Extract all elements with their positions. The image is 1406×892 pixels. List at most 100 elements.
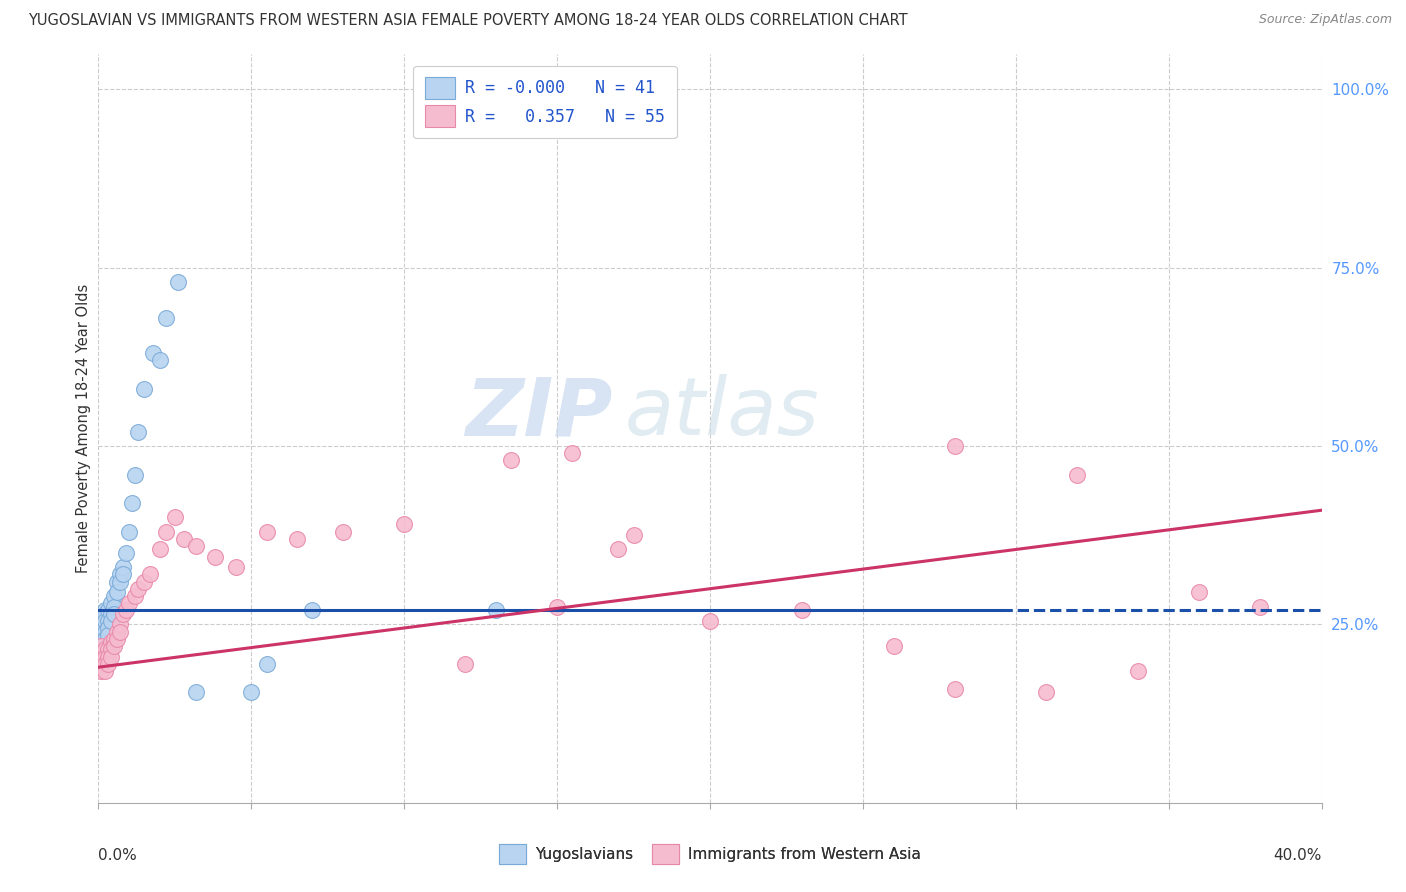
Point: [103, 607, 125, 621]
Point: [943, 681, 966, 696]
Text: YUGOSLAVIAN VS IMMIGRANTS FROM WESTERN ASIA FEMALE POVERTY AMONG 18-24 YEAR OLDS: YUGOSLAVIAN VS IMMIGRANTS FROM WESTERN A…: [28, 13, 908, 29]
Point: [149, 353, 172, 368]
Point: [93, 642, 115, 657]
Point: [485, 603, 508, 617]
Point: [100, 642, 122, 657]
Point: [93, 664, 115, 678]
Point: [108, 624, 131, 639]
Point: [883, 639, 905, 653]
Point: [97, 642, 120, 657]
Point: [127, 582, 149, 596]
Point: [100, 607, 122, 621]
Text: atlas: atlas: [624, 374, 820, 452]
Point: [139, 567, 162, 582]
Legend: Yugoslavians, Immigrants from Western Asia: Yugoslavians, Immigrants from Western As…: [492, 838, 928, 870]
Point: [97, 621, 120, 635]
Point: [124, 467, 146, 482]
Point: [501, 453, 523, 467]
Y-axis label: Female Poverty Among 18-24 Year Olds: Female Poverty Among 18-24 Year Olds: [76, 284, 91, 573]
Point: [93, 649, 115, 664]
Point: [90, 639, 112, 653]
Point: [93, 624, 115, 639]
Point: [301, 603, 323, 617]
Point: [454, 657, 477, 671]
Text: ZIP: ZIP: [465, 374, 612, 452]
Point: [90, 657, 112, 671]
Point: [93, 632, 115, 646]
Point: [623, 528, 645, 542]
Point: [256, 657, 278, 671]
Point: [111, 567, 134, 582]
Point: [118, 524, 141, 539]
Point: [97, 657, 120, 671]
Point: [100, 649, 122, 664]
Point: [90, 653, 112, 667]
Point: [100, 614, 122, 628]
Point: [546, 599, 568, 614]
Point: [155, 524, 177, 539]
Point: [103, 632, 125, 646]
Point: [90, 639, 112, 653]
Point: [121, 496, 143, 510]
Point: [108, 574, 131, 589]
Point: [97, 649, 120, 664]
Point: [108, 617, 131, 632]
Point: [103, 639, 125, 653]
Point: [134, 382, 156, 396]
Point: [1249, 599, 1271, 614]
Point: [118, 596, 141, 610]
Point: [163, 510, 186, 524]
Point: [97, 628, 120, 642]
Point: [115, 603, 138, 617]
Point: [90, 632, 112, 646]
Point: [108, 567, 131, 582]
Point: [149, 542, 172, 557]
Point: [93, 603, 115, 617]
Point: [699, 614, 721, 628]
Point: [93, 607, 115, 621]
Point: [93, 657, 115, 671]
Point: [97, 614, 120, 628]
Point: [97, 603, 120, 617]
Point: [90, 614, 112, 628]
Point: [1035, 685, 1057, 699]
Point: [240, 685, 263, 699]
Point: [1128, 664, 1150, 678]
Point: [103, 599, 125, 614]
Point: [105, 574, 128, 589]
Point: [90, 664, 112, 678]
Point: [124, 589, 146, 603]
Point: [111, 560, 134, 574]
Point: [1066, 467, 1088, 482]
Point: [186, 685, 208, 699]
Point: [100, 635, 122, 649]
Point: [204, 549, 226, 564]
Point: [103, 589, 125, 603]
Point: [100, 596, 122, 610]
Point: [332, 524, 354, 539]
Point: [167, 275, 190, 289]
Point: [256, 524, 278, 539]
Point: [90, 610, 112, 624]
Point: [790, 603, 813, 617]
Point: [115, 546, 138, 560]
Point: [225, 560, 247, 574]
Text: Source: ZipAtlas.com: Source: ZipAtlas.com: [1258, 13, 1392, 27]
Point: [607, 542, 630, 557]
Point: [105, 632, 128, 646]
Text: 40.0%: 40.0%: [1274, 847, 1322, 863]
Point: [392, 517, 416, 532]
Text: 0.0%: 0.0%: [98, 847, 138, 863]
Point: [943, 439, 966, 453]
Point: [111, 607, 134, 621]
Point: [173, 532, 195, 546]
Point: [155, 310, 177, 325]
Point: [105, 585, 128, 599]
Point: [561, 446, 583, 460]
Point: [285, 532, 308, 546]
Point: [186, 539, 208, 553]
Point: [1188, 585, 1211, 599]
Point: [90, 621, 112, 635]
Point: [105, 624, 128, 639]
Point: [90, 646, 112, 660]
